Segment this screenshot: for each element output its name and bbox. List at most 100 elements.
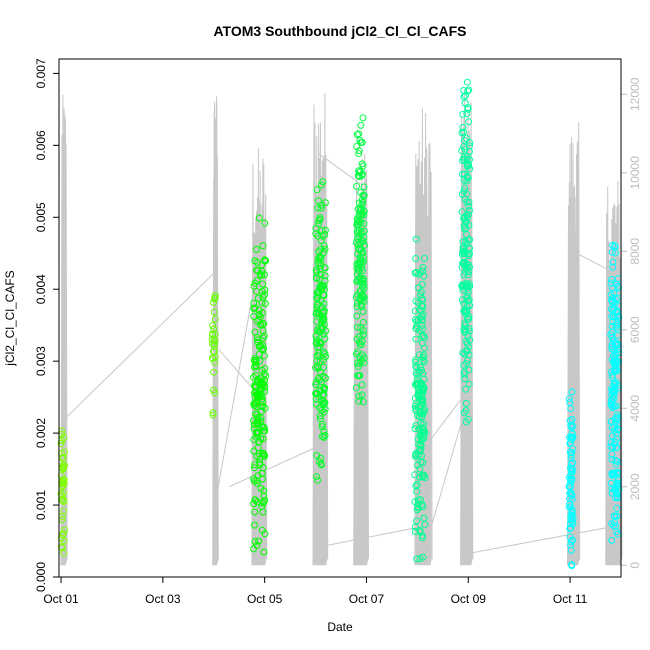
x-tick-label: Oct 11 — [553, 592, 588, 606]
data-point — [613, 494, 621, 502]
data-point — [252, 358, 260, 366]
y-tick-label: 0.001 — [34, 490, 48, 520]
data-point — [256, 313, 264, 321]
data-point — [258, 503, 266, 510]
data-point — [316, 404, 324, 412]
data-point — [259, 242, 267, 250]
data-point — [255, 306, 263, 314]
data-point — [607, 439, 615, 447]
data-point — [250, 421, 258, 428]
data-point — [315, 254, 323, 262]
data-point — [250, 500, 258, 508]
y-tick-label: 0.003 — [34, 346, 48, 376]
data-point — [609, 394, 617, 402]
data-point — [356, 204, 364, 212]
data-point — [357, 324, 364, 332]
data-point — [60, 448, 68, 456]
data-point — [420, 514, 428, 522]
data-point — [566, 399, 574, 406]
data-point — [463, 347, 471, 355]
data-point — [261, 496, 269, 504]
data-point — [318, 420, 326, 428]
data-point — [358, 201, 366, 208]
data-point — [420, 434, 428, 442]
data-point — [259, 435, 267, 443]
data-point — [261, 300, 269, 308]
data-point — [260, 548, 268, 556]
data-point — [313, 357, 321, 364]
data-point — [354, 172, 362, 180]
data-point — [411, 425, 419, 433]
data-point — [460, 253, 468, 261]
data-point — [314, 232, 322, 240]
data-point — [419, 388, 427, 396]
data-point — [460, 281, 468, 289]
data-point — [465, 252, 473, 260]
data-point — [462, 218, 470, 225]
data-point — [255, 438, 263, 446]
data-point — [566, 520, 574, 528]
data-point — [319, 178, 327, 186]
data-point — [314, 204, 322, 212]
series-4 — [352, 114, 368, 406]
data-point — [314, 476, 321, 484]
data-point — [608, 387, 616, 395]
altitude-trace-7 — [567, 122, 581, 566]
altitude-trace-0 — [60, 94, 68, 566]
y-tick-label: 0.002 — [34, 418, 48, 448]
data-point — [416, 386, 424, 394]
data-point — [260, 492, 268, 500]
data-point — [420, 356, 428, 364]
data-point — [419, 424, 426, 432]
data-point — [317, 237, 325, 244]
data-point — [418, 302, 426, 310]
data-point — [314, 352, 322, 360]
data-point — [257, 414, 265, 422]
data-point — [419, 473, 427, 481]
data-point — [355, 245, 363, 252]
data-point — [466, 327, 473, 335]
data-point — [568, 388, 576, 396]
data-point — [613, 528, 621, 536]
data-point — [566, 525, 574, 533]
data-point — [358, 160, 366, 168]
y-tick-label: 0.000 — [34, 562, 48, 592]
data-point — [60, 463, 68, 471]
data-point — [461, 307, 469, 315]
data-point — [209, 348, 217, 355]
data-point — [608, 536, 616, 544]
data-point — [463, 177, 471, 185]
data-point — [459, 110, 467, 118]
data-point — [463, 155, 471, 163]
data-point — [354, 229, 362, 237]
series-8 — [607, 241, 623, 544]
data-point — [353, 143, 361, 150]
data-point — [320, 386, 328, 394]
data-point — [412, 235, 420, 243]
data-point — [417, 402, 425, 410]
data-point — [568, 536, 576, 544]
data-point — [353, 312, 361, 320]
data-point — [411, 381, 419, 389]
data-point — [608, 248, 616, 256]
data-point — [209, 411, 217, 419]
data-point — [353, 278, 361, 285]
data-point — [353, 227, 361, 235]
data-point — [312, 310, 320, 318]
data-point — [608, 484, 616, 492]
data-point — [356, 168, 364, 176]
data-point — [312, 381, 320, 389]
data-point — [420, 351, 428, 359]
data-point — [320, 433, 328, 441]
data-point — [567, 475, 575, 483]
series-7 — [565, 388, 577, 570]
data-point — [256, 342, 264, 350]
data-point — [464, 105, 472, 113]
data-point — [57, 440, 65, 448]
data-point — [465, 86, 473, 94]
data-point — [461, 258, 468, 266]
data-point — [251, 328, 259, 336]
x-tick-label: Oct 05 — [247, 592, 283, 606]
data-point — [568, 430, 576, 438]
data-point — [462, 407, 470, 414]
